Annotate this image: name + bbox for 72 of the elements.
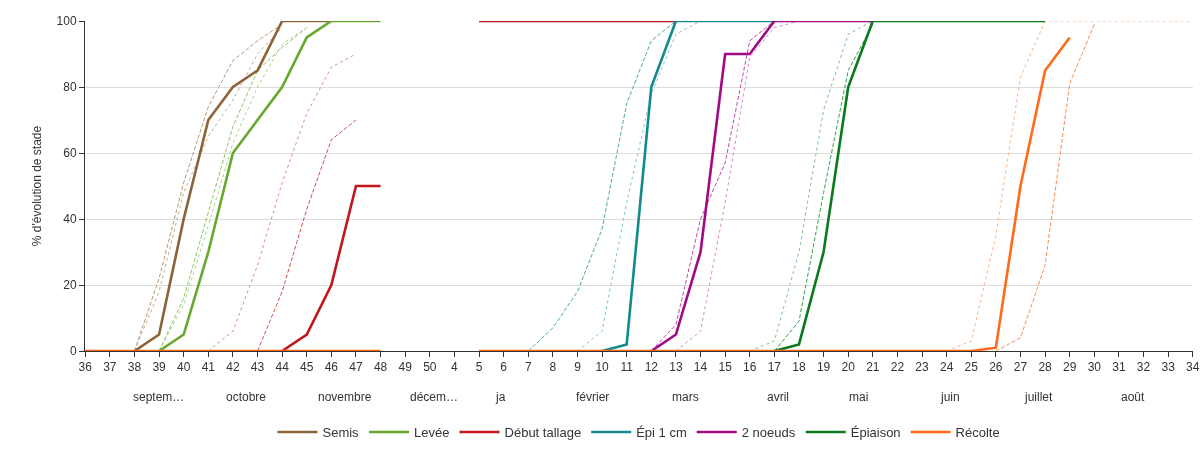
legend-label: Récolte	[955, 425, 1000, 441]
x-tick-label: 46	[324, 360, 339, 375]
text: ja	[495, 390, 506, 404]
x-tick-label: 6	[500, 360, 508, 375]
text: avril	[767, 390, 790, 404]
x-tick-label: 40	[177, 360, 191, 375]
y-tick-label: 60	[63, 146, 77, 161]
x-tick-label: 45	[300, 360, 314, 375]
x-tick-label: 15	[718, 360, 733, 375]
x-tick-label: 9	[574, 360, 582, 375]
x-tick-label: 44	[275, 360, 290, 375]
x-tick-label: 48	[373, 360, 388, 375]
x-tick-label: 7	[524, 360, 532, 375]
legend-label: Épi 1 cm	[636, 425, 687, 441]
y-tick-label: 0	[69, 344, 77, 359]
x-tick-label: 11	[620, 360, 634, 375]
x-tick-label: 32	[1136, 360, 1151, 375]
legend-label: Semis	[322, 425, 360, 441]
text: mai	[849, 390, 869, 404]
x-tick-label: 24	[939, 360, 954, 375]
x-tick-label: 28	[1038, 360, 1053, 375]
y-tick-label: 80	[63, 80, 77, 95]
x-tick-label: 31	[1112, 360, 1126, 375]
text: juin	[940, 390, 960, 404]
x-tick-label: 19	[816, 360, 831, 375]
x-tick-label: 47	[349, 360, 363, 375]
x-tick-label: 38	[127, 360, 142, 375]
x-tick-label: 49	[398, 360, 413, 375]
y-tick-label: 20	[63, 278, 77, 293]
legend-label: Levée	[414, 425, 450, 441]
x-tick-label: 26	[989, 360, 1003, 375]
x-tick-label: 39	[152, 360, 167, 375]
text: septem…	[133, 390, 185, 404]
y-tick-label: 100	[56, 14, 77, 29]
x-tick-label: 22	[890, 360, 905, 375]
x-tick-label: 8	[549, 360, 557, 375]
x-tick-label: 50	[423, 360, 437, 375]
x-tick-label: 33	[1161, 360, 1176, 375]
x-tick-label: 12	[644, 360, 659, 375]
text: février	[576, 390, 610, 404]
x-tick-label: 43	[250, 360, 265, 375]
text: décem…	[410, 390, 459, 404]
x-tick-label: 37	[103, 360, 117, 375]
x-tick-label: 36	[78, 360, 93, 375]
text: mars	[672, 390, 699, 404]
text: octobre	[226, 390, 267, 404]
x-tick-label: 25	[964, 360, 979, 375]
x-tick-label: 13	[669, 360, 683, 375]
x-tick-label: 17	[767, 360, 782, 375]
text: novembre	[318, 390, 372, 404]
legend-label: 2 noeuds	[741, 425, 796, 441]
x-tick-label: 34	[1186, 360, 1200, 375]
x-tick-label: 23	[915, 360, 930, 375]
legend-label: Début tallage	[504, 425, 582, 441]
x-tick-label: 27	[1013, 360, 1028, 375]
x-tick-label: 5	[475, 360, 483, 375]
y-tick-label: 40	[63, 212, 77, 227]
x-tick-label: 4	[451, 360, 459, 375]
x-tick-label: 30	[1087, 360, 1102, 375]
x-tick-label: 41	[201, 360, 216, 375]
x-tick-label: 16	[743, 360, 757, 375]
y-axis-title: % d'évolution de stade	[29, 125, 44, 247]
x-tick-label: 42	[226, 360, 240, 375]
x-tick-label: 10	[595, 360, 610, 375]
x-tick-label: 29	[1063, 360, 1077, 375]
text: juillet	[1024, 390, 1054, 404]
legend-label: Épiaison	[850, 425, 901, 441]
x-tick-label: 20	[841, 360, 856, 375]
x-tick-label: 21	[866, 360, 880, 375]
x-tick-label: 14	[693, 360, 708, 375]
x-tick-label: 18	[792, 360, 806, 375]
text: août	[1121, 390, 1146, 404]
